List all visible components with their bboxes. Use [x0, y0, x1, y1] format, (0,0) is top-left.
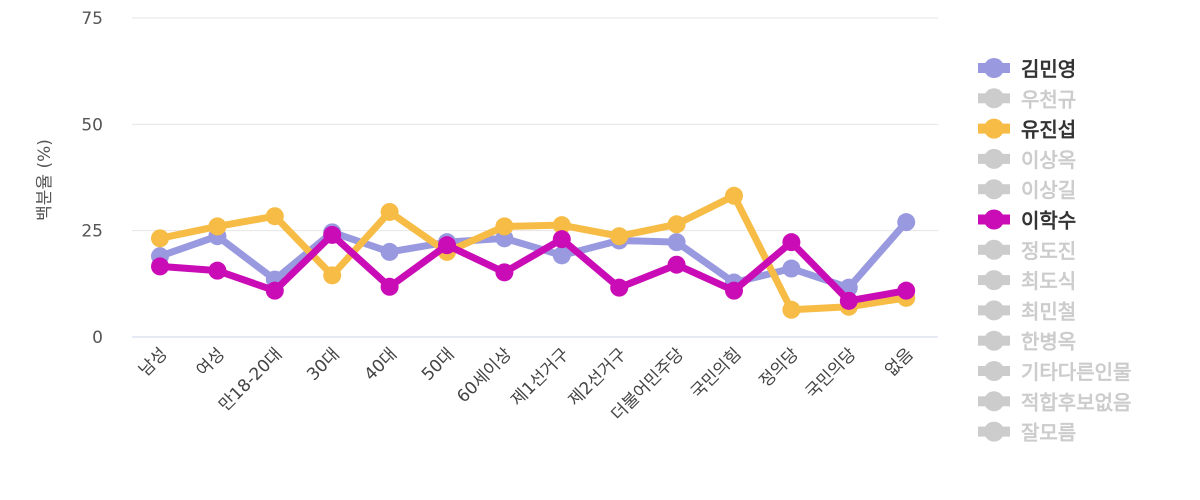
y-axis-label: 백분율 (%) [35, 139, 55, 221]
data-point [495, 217, 514, 236]
y-tick-label: 0 [92, 328, 103, 348]
legend-marker-icon [984, 118, 1004, 139]
x-tick-label: 50대 [418, 344, 459, 385]
data-point [667, 215, 686, 234]
y-tick-label: 50 [81, 115, 103, 135]
data-point [839, 291, 858, 310]
series-line [158, 219, 909, 292]
data-point [610, 227, 629, 246]
legend-item[interactable]: 이학수 [978, 209, 1076, 233]
legend-item[interactable]: 이상길 [978, 178, 1076, 202]
data-point [725, 281, 743, 300]
x-tick-label: 국민의당 [802, 344, 861, 403]
data-point [265, 207, 284, 226]
legend-item[interactable]: 정도진 [978, 239, 1076, 263]
legend-item[interactable]: 한병옥 [978, 330, 1076, 354]
legend-item[interactable]: 적합후보없음 [978, 390, 1131, 414]
legend-marker-icon [984, 330, 1004, 351]
data-point [897, 281, 916, 300]
data-point [897, 213, 916, 232]
data-point [782, 300, 801, 319]
legend-label: 유진섭 [1021, 118, 1076, 142]
legend-item[interactable]: 기타다른인물 [978, 360, 1131, 384]
legend-item[interactable]: 최도식 [978, 269, 1076, 293]
x-tick-label: 만18-20대 [215, 344, 286, 415]
data-point [782, 233, 801, 252]
x-tick-label: 60세이상 [453, 344, 516, 407]
legend-item[interactable]: 유진섭 [978, 118, 1076, 142]
data-point [323, 225, 342, 244]
legend-label: 잘모름 [1021, 421, 1076, 445]
data-point [323, 266, 342, 285]
legend-marker-icon [984, 391, 1004, 412]
legend-label: 정도진 [1021, 239, 1076, 263]
legend-item[interactable]: 김민영 [978, 57, 1076, 81]
legend-marker-icon [984, 58, 1004, 78]
legend-label: 최민철 [1021, 299, 1076, 323]
data-point [552, 216, 571, 235]
data-point [380, 202, 399, 221]
legend-label: 적합후보없음 [1021, 390, 1131, 414]
x-tick-label: 없음 [881, 344, 917, 380]
legend-item[interactable]: 우천규 [978, 87, 1076, 111]
legend-marker-icon [984, 88, 1004, 109]
data-point [151, 257, 169, 276]
data-point [667, 255, 686, 274]
legend-marker-icon [984, 361, 1004, 381]
x-tick-label: 30대 [303, 344, 344, 385]
legend-label: 이학수 [1021, 209, 1076, 233]
data-point [438, 236, 456, 255]
data-point [495, 263, 514, 282]
data-point [552, 246, 571, 265]
legend-label: 이상옥 [1021, 148, 1076, 172]
data-point [552, 230, 571, 249]
series-line [159, 231, 907, 305]
legend-label: 기타다른인물 [1021, 360, 1131, 384]
legend-item[interactable]: 잘모름 [978, 421, 1076, 445]
data-point [380, 242, 399, 261]
x-tick-label: 정의당 [756, 344, 804, 392]
y-tick-label: 25 [81, 222, 103, 242]
legend-marker-icon [984, 148, 1004, 169]
legend-label: 한병옥 [1021, 330, 1076, 354]
x-tick-label: 여성 [193, 344, 229, 380]
y-tick-label: 75 [81, 9, 103, 29]
legend-label: 최도식 [1021, 269, 1076, 293]
legend-marker-icon [984, 209, 1004, 230]
data-point [265, 281, 284, 300]
series-line [159, 192, 907, 314]
legend-marker-icon [984, 179, 1004, 200]
data-point [610, 278, 629, 297]
legend-label: 김민영 [1021, 57, 1076, 81]
data-point [151, 229, 169, 248]
data-point [782, 259, 801, 278]
legend-marker-icon [984, 270, 1004, 291]
legend-label: 우천규 [1021, 87, 1076, 111]
data-point [667, 233, 686, 252]
legend-marker-icon [984, 300, 1004, 321]
x-tick-label: 남성 [135, 344, 171, 380]
legend-marker-icon [984, 239, 1004, 260]
data-point [208, 217, 227, 236]
data-point [380, 277, 399, 296]
legend-label: 이상길 [1021, 178, 1076, 202]
x-tick-label: 제1선거구 [507, 344, 573, 410]
data-point [725, 186, 743, 205]
data-point [208, 261, 227, 280]
x-tick-label: 40대 [361, 344, 402, 385]
x-tick-label: 국민의힘 [687, 344, 745, 402]
legend-item[interactable]: 이상옥 [978, 148, 1076, 172]
legend-item[interactable]: 최민철 [978, 299, 1076, 323]
legend-marker-icon [984, 421, 1004, 442]
